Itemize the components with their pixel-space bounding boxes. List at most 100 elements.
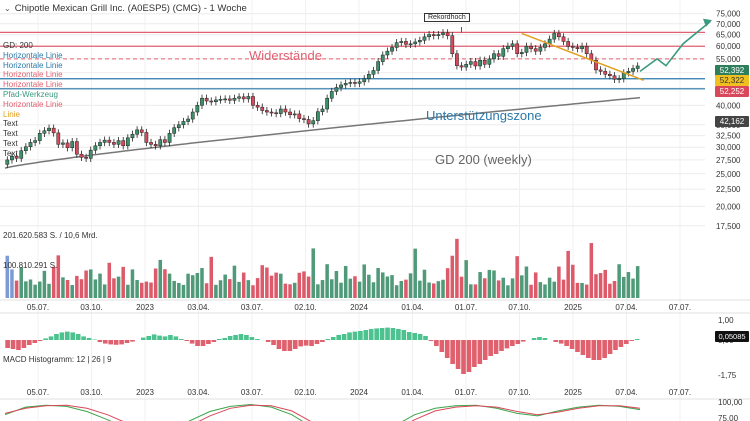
volume-bar <box>418 280 422 298</box>
macd-bar <box>558 340 564 344</box>
legend-item[interactable]: Text <box>3 129 18 139</box>
candle-body <box>496 53 501 57</box>
candle-body <box>149 142 153 145</box>
candle-body <box>635 65 640 69</box>
volume-bar <box>241 272 246 298</box>
volume-bar <box>274 272 278 298</box>
x-tick-label: 05.07. <box>27 303 49 312</box>
volume-bar <box>163 269 167 298</box>
volume-bar <box>371 282 376 298</box>
volume-bar <box>237 281 241 298</box>
candle-body <box>626 71 631 74</box>
candle-body <box>510 43 515 47</box>
macd-value-tag: 0,05085 <box>715 331 749 342</box>
macd-bar <box>325 339 331 340</box>
candle-body <box>580 45 584 49</box>
support-zone-label: Unterstützungszone <box>426 108 542 123</box>
macd-bar <box>140 337 146 340</box>
volume-bar <box>33 284 37 298</box>
candle-body <box>427 34 431 38</box>
volume-bar <box>469 284 473 298</box>
volume-bar <box>126 284 130 298</box>
candle-body <box>362 78 367 83</box>
candle-body <box>399 41 404 43</box>
candle-body <box>436 34 441 36</box>
candle-body <box>255 105 260 108</box>
legend-item[interactable]: Horizontale Linie <box>3 80 63 90</box>
y-tick-label: 22,500 <box>716 185 741 194</box>
legend-item[interactable]: Text <box>3 119 18 129</box>
x-tick-label: 03.04. <box>187 388 209 397</box>
candle-body <box>56 132 61 145</box>
volume-max-label: 201.620.583 S. / 10,6 Mrd. <box>3 231 98 240</box>
legend-item[interactable]: Pfad-Werkzeug <box>3 89 58 99</box>
macd-bar <box>575 340 580 352</box>
macd-bar <box>178 339 184 340</box>
volume-bar <box>93 279 98 298</box>
legend-item[interactable]: Horizontale Linie <box>3 60 63 70</box>
volume-bar <box>144 281 149 298</box>
candle-body <box>612 75 617 80</box>
volume-bar <box>5 255 10 298</box>
candle-body <box>74 141 79 155</box>
x-tick-label: 2025 <box>564 388 582 397</box>
volume-bar <box>330 279 334 298</box>
candle-body <box>116 140 121 145</box>
macd-bar <box>303 340 309 346</box>
volume-bar <box>172 280 176 298</box>
macd-bar <box>21 340 27 348</box>
volume-bar <box>603 269 607 298</box>
macd-bar <box>195 340 200 346</box>
volume-bar <box>135 279 139 298</box>
macd-bar <box>629 340 635 341</box>
volume-bar <box>413 248 417 298</box>
candle-body <box>190 111 195 120</box>
macd-bar <box>75 334 81 340</box>
volume-bar <box>56 255 61 298</box>
candle-body <box>598 69 603 72</box>
volume-bar <box>112 278 116 298</box>
legend-item[interactable]: GD: 200 <box>3 41 33 50</box>
macd-bar <box>455 340 461 369</box>
x-tick-label: 2023 <box>136 388 154 397</box>
macd-bar <box>151 334 157 340</box>
volume-bar <box>61 277 65 298</box>
chevron-down-icon[interactable]: ⌄ <box>4 4 11 13</box>
legend-item[interactable]: Linie <box>3 109 20 119</box>
macd-bar <box>602 340 607 358</box>
volume-bar <box>107 262 112 298</box>
legend-item[interactable]: Text <box>3 148 18 158</box>
candle-body <box>570 45 575 48</box>
legend-item[interactable]: Text <box>3 138 18 148</box>
volume-bar <box>436 281 441 298</box>
legend-item[interactable]: Horizontale Linie <box>3 70 63 80</box>
x-tick-label: 01.07. <box>455 388 477 397</box>
chart-header[interactable]: ⌄ Chipotle Mexican Grill Inc. (A0ESP5) (… <box>4 3 247 14</box>
macd-bar <box>287 340 293 351</box>
indicator-legend[interactable]: GD: 200 Horizontale Linie Horizontale Lini… <box>3 41 63 159</box>
price-tag-ma: 42,162 <box>715 116 749 127</box>
candle-body <box>135 129 139 135</box>
candle-body <box>227 98 232 101</box>
legend-item[interactable]: Horizontale Linie <box>3 50 63 60</box>
volume-bar <box>102 284 107 298</box>
candlestick-series <box>5 29 640 169</box>
volume-bar <box>246 280 251 298</box>
macd-bar <box>520 340 526 342</box>
y-tick-label: 70,000 <box>716 20 741 29</box>
candle-body <box>112 142 116 145</box>
candle-body <box>320 108 325 112</box>
macd-bar <box>379 328 385 340</box>
volume-bar <box>626 272 631 298</box>
macd-bar <box>102 340 108 344</box>
macd-bar <box>309 340 314 346</box>
x-tick-label: 02.10. <box>294 303 316 312</box>
volume-bar <box>204 283 209 298</box>
legend-item[interactable]: Horizontale Linie <box>3 99 63 109</box>
macd-bar <box>184 340 190 341</box>
x-tick-label: 05.07. <box>27 388 49 397</box>
candle-body <box>5 159 10 165</box>
macd-bar <box>43 338 48 340</box>
volume-bar <box>251 285 255 298</box>
x-tick-label: 01.04. <box>401 303 423 312</box>
